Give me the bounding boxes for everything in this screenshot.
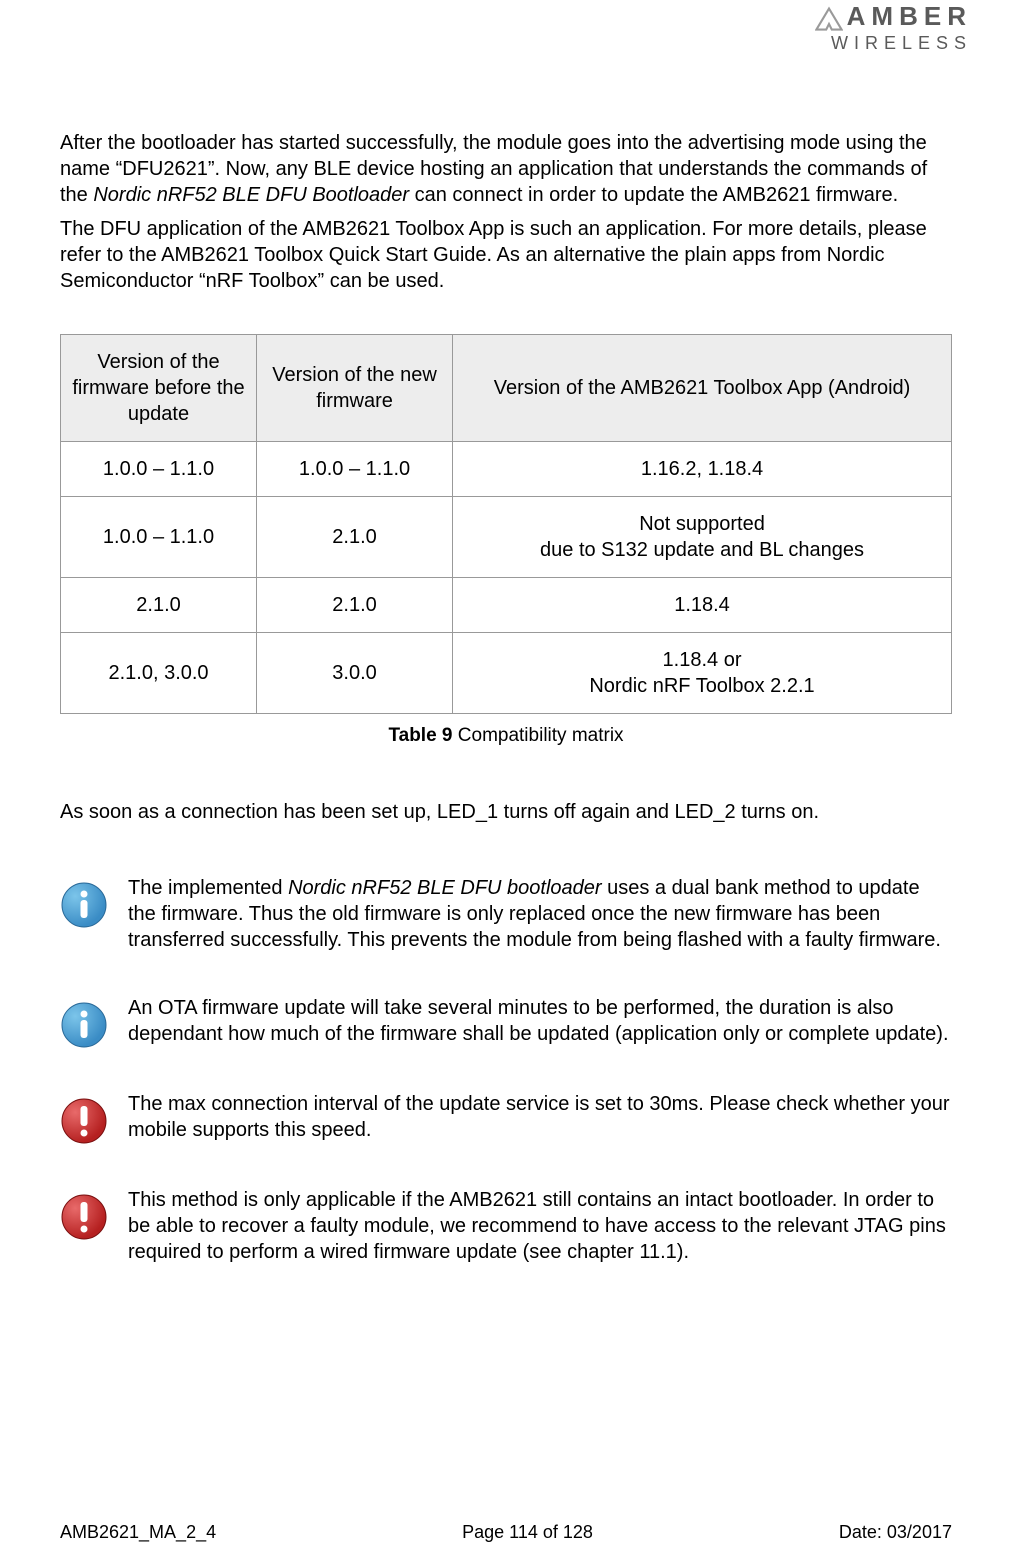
paragraph-2: The DFU application of the AMB2621 Toolb… [60,216,952,294]
para1-b: can connect in order to update the AMB26… [409,184,898,206]
logo-main-text: AMBER [847,0,972,34]
callout-warning: This method is only applicable if the AM… [60,1187,952,1265]
footer-left: AMB2621_MA_2_4 [60,1521,216,1544]
table-cell: 1.0.0 – 1.1.0 [61,497,257,578]
cell-line: Not supported [639,513,765,535]
table-cell: 3.0.0 [257,633,453,714]
callout-post: This method is only applicable if the AM… [128,1189,946,1263]
callout-text: The implemented Nordic nRF52 BLE DFU boo… [128,875,952,953]
callout-post: An OTA firmware update will take several… [128,997,949,1045]
table-cell: 2.1.0, 3.0.0 [61,633,257,714]
paragraph-1: After the bootloader has started success… [60,130,952,208]
after-table-paragraph: As soon as a connection has been set up,… [60,799,952,825]
table-cell: Not supported due to S132 update and BL c… [453,497,952,578]
cell-line: Nordic nRF Toolbox 2.2.1 [589,675,814,697]
logo-row: AMBER [815,0,972,34]
table-row: 1.0.0 – 1.1.0 1.0.0 – 1.1.0 1.16.2, 1.18… [61,442,952,497]
table-cell: 1.0.0 – 1.1.0 [61,442,257,497]
para1-italic: Nordic nRF52 BLE DFU Bootloader [93,184,409,206]
callout-warning: The max connection interval of the updat… [60,1091,952,1145]
callout-info: An OTA firmware update will take several… [60,995,952,1049]
table-cell: 2.1.0 [257,578,453,633]
info-icon [60,1001,108,1049]
callout-post: The max connection interval of the updat… [128,1093,950,1141]
footer-right: Date: 03/2017 [839,1521,952,1544]
info-icon [60,881,108,929]
page-footer: AMB2621_MA_2_4 Page 114 of 128 Date: 03/… [60,1521,952,1544]
cell-line: due to S132 update and BL changes [540,539,864,561]
page: AMBER WIRELESS After the bootloader has … [0,0,1012,1564]
table-row: 2.1.0 2.1.0 1.18.4 [61,578,952,633]
table-header-2: Version of the new firmware [257,335,453,442]
table-row: 1.0.0 – 1.1.0 2.1.0 Not supported due to … [61,497,952,578]
logo-sub-text: WIRELESS [815,32,972,55]
warning-icon [60,1193,108,1241]
table-header-1: Version of the firmware before the updat… [61,335,257,442]
table-caption: Table 9 Compatibility matrix [60,724,952,749]
table-cell: 1.16.2, 1.18.4 [453,442,952,497]
cell-line: 1.16.2, 1.18.4 [641,458,763,480]
callout-info: The implemented Nordic nRF52 BLE DFU boo… [60,875,952,953]
callout-text: This method is only applicable if the AM… [128,1187,952,1265]
table-header-row: Version of the firmware before the updat… [61,335,952,442]
brand-logo: AMBER WIRELESS [815,0,972,55]
caption-rest: Compatibility matrix [453,725,624,746]
caption-bold: Table 9 [388,725,452,746]
cell-line: 1.18.4 [674,594,730,616]
callout-text: An OTA firmware update will take several… [128,995,952,1047]
content: After the bootloader has started success… [60,130,952,1265]
callout-pre: The implemented [128,877,288,899]
table-cell: 1.18.4 or Nordic nRF Toolbox 2.2.1 [453,633,952,714]
cell-line: 1.18.4 or [663,649,742,671]
table-cell: 1.0.0 – 1.1.0 [257,442,453,497]
table-row: 2.1.0, 3.0.0 3.0.0 1.18.4 or Nordic nRF T… [61,633,952,714]
callouts: The implemented Nordic nRF52 BLE DFU boo… [60,875,952,1265]
logo-arrow-icon [815,3,843,31]
callout-italic: Nordic nRF52 BLE DFU bootloader [288,877,601,899]
table-cell: 1.18.4 [453,578,952,633]
table-cell: 2.1.0 [61,578,257,633]
footer-center: Page 114 of 128 [462,1521,593,1544]
compatibility-table: Version of the firmware before the updat… [60,334,952,714]
table-header-3: Version of the AMB2621 Toolbox App (Andr… [453,335,952,442]
table-cell: 2.1.0 [257,497,453,578]
callout-text: The max connection interval of the updat… [128,1091,952,1143]
warning-icon [60,1097,108,1145]
